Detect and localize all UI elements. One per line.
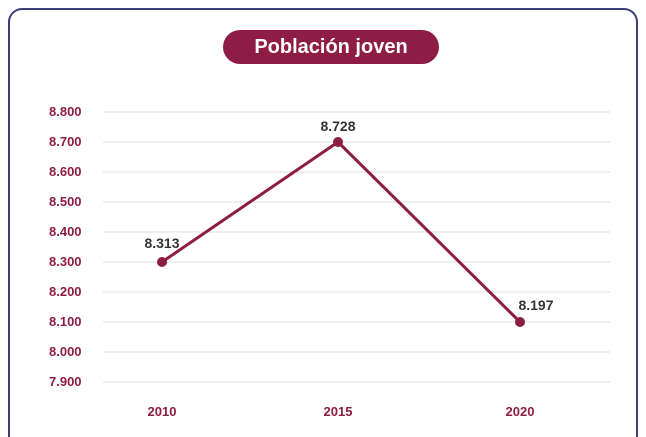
y-tick-label: 8.700 bbox=[49, 134, 82, 149]
y-tick-label: 8.100 bbox=[49, 314, 82, 329]
data-point bbox=[333, 137, 343, 147]
y-tick-label: 8.600 bbox=[49, 164, 82, 179]
y-tick-label: 8.500 bbox=[49, 194, 82, 209]
y-tick-label: 8.300 bbox=[49, 254, 82, 269]
chart-title: Población joven bbox=[223, 30, 439, 64]
data-label: 8.197 bbox=[518, 297, 553, 313]
data-point bbox=[515, 317, 525, 327]
chart-frame bbox=[8, 8, 638, 437]
y-tick-label: 8.200 bbox=[49, 284, 82, 299]
x-tick-label: 2015 bbox=[324, 404, 353, 419]
y-tick-label: 7.900 bbox=[49, 374, 82, 389]
y-tick-label: 8.000 bbox=[49, 344, 82, 359]
data-point bbox=[157, 257, 167, 267]
x-tick-label: 2010 bbox=[148, 404, 177, 419]
x-tick-label: 2020 bbox=[506, 404, 535, 419]
y-tick-label: 8.800 bbox=[49, 104, 82, 119]
data-label: 8.313 bbox=[144, 235, 179, 251]
y-tick-label: 8.400 bbox=[49, 224, 82, 239]
data-label: 8.728 bbox=[320, 118, 355, 134]
